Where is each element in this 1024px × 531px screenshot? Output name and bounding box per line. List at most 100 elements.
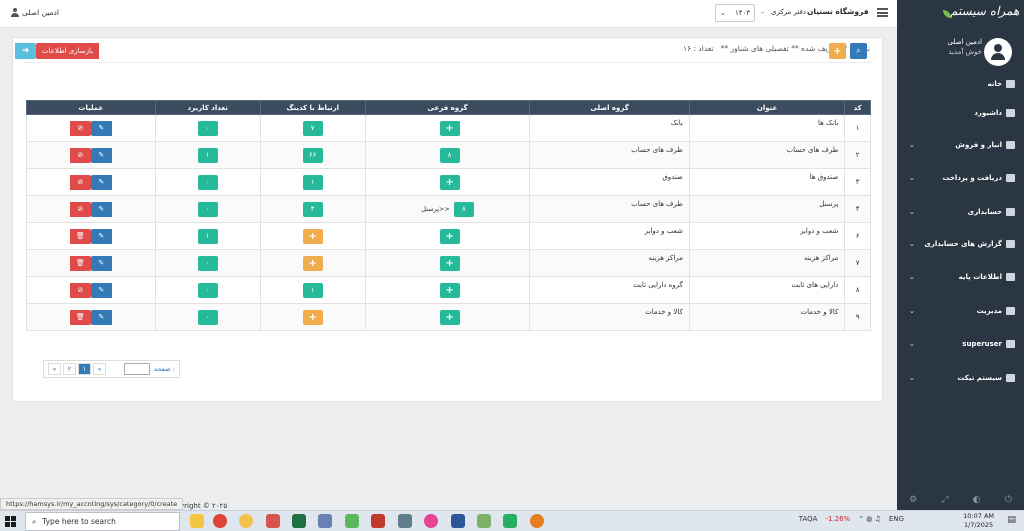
- delete-button[interactable]: ⊘: [69, 120, 91, 136]
- sidebar-item-5[interactable]: ⌄ گزارش های حسابداری: [897, 232, 1024, 256]
- edit-button[interactable]: ✎: [90, 120, 112, 136]
- page-prev[interactable]: «: [48, 363, 61, 375]
- delete-button[interactable]: ⊘: [69, 201, 91, 217]
- word-icon[interactable]: [451, 514, 465, 528]
- lock-icon[interactable]: ◐: [972, 495, 981, 505]
- avatar[interactable]: [984, 38, 1012, 66]
- sub-group-button[interactable]: +: [439, 228, 460, 244]
- photos-icon[interactable]: [424, 514, 438, 528]
- user-menu[interactable]: ادمین اصلی: [10, 8, 59, 17]
- edit-button[interactable]: ✎: [90, 228, 112, 244]
- excel-icon[interactable]: [292, 514, 306, 528]
- notepad-icon[interactable]: [345, 514, 359, 528]
- delete-button[interactable]: ⊘: [69, 174, 91, 190]
- pdf-icon[interactable]: [371, 514, 385, 528]
- column-header-main-group[interactable]: گروه اصلی: [529, 100, 690, 115]
- edit-button[interactable]: ✎: [90, 201, 112, 217]
- page-number-input[interactable]: [124, 363, 150, 375]
- camtasia-icon[interactable]: [503, 514, 517, 528]
- windows-start-icon[interactable]: [5, 516, 16, 527]
- add-button[interactable]: +: [829, 43, 846, 59]
- coding-link-button[interactable]: ۷: [302, 120, 323, 136]
- tray-icons[interactable]: ⌃ ◍ ♫: [858, 515, 881, 523]
- usage-count-badge[interactable]: ۱: [197, 147, 218, 163]
- page-1[interactable]: ۱: [78, 363, 91, 375]
- coding-link-button[interactable]: ۱: [302, 282, 323, 298]
- usage-count-badge[interactable]: ۰: [197, 255, 218, 271]
- app-icon[interactable]: [239, 514, 253, 528]
- coding-link-button[interactable]: +: [302, 309, 323, 325]
- power-icon[interactable]: ⏻: [1004, 495, 1012, 505]
- delete-button[interactable]: ⊘: [69, 147, 91, 163]
- title: مراکز هزینه: [803, 254, 839, 262]
- sub-group-button[interactable]: ۸: [453, 201, 474, 217]
- sidebar-item-7[interactable]: ⌄ مدیریت: [897, 299, 1024, 323]
- usage-count-badge[interactable]: ۰: [197, 201, 218, 217]
- page-2[interactable]: ۲: [63, 363, 76, 375]
- settings-icon[interactable]: ⚙: [909, 495, 918, 505]
- branch-name[interactable]: دفتر مرکزی: [771, 8, 806, 16]
- sidebar-item-6[interactable]: ⌄ اطلاعات پایه: [897, 265, 1024, 289]
- page-next[interactable]: »: [93, 363, 106, 375]
- edit-button[interactable]: ✎: [90, 282, 112, 298]
- app-logo[interactable]: همراه سیستم: [943, 4, 1019, 18]
- tool-icon[interactable]: [477, 514, 491, 528]
- sidebar-item-2[interactable]: ⌄ انبار و فروش: [897, 133, 1024, 157]
- back-button[interactable]: ➜: [15, 43, 36, 59]
- edit-button[interactable]: ✎: [90, 255, 112, 271]
- language-indicator[interactable]: ENG: [888, 515, 904, 523]
- sidebar-item-4[interactable]: ⌄ حسابداری: [897, 200, 1024, 224]
- menu-toggle-icon[interactable]: [877, 8, 888, 17]
- coding-link-button[interactable]: ۱: [302, 174, 323, 190]
- coding-link-button[interactable]: +: [302, 228, 323, 244]
- sub-group-button[interactable]: +: [439, 120, 460, 136]
- sub-group-button[interactable]: ۸: [439, 147, 460, 163]
- edit-button[interactable]: ✎: [90, 309, 112, 325]
- sidebar-item-1[interactable]: داشبورد: [897, 101, 1024, 125]
- fullscreen-icon[interactable]: ⤢: [941, 495, 949, 505]
- paint-icon[interactable]: [530, 514, 544, 528]
- taskbar-search-box[interactable]: ⌕ Type here to search: [25, 512, 180, 531]
- usage-count-badge[interactable]: ۰: [197, 282, 218, 298]
- year-select[interactable]: ⌄ ۱۴۰۳: [715, 4, 755, 22]
- file-explorer-icon[interactable]: [190, 514, 204, 528]
- edit-button[interactable]: ✎: [90, 147, 112, 163]
- sidebar-item-8[interactable]: ⌄ superuser: [897, 332, 1024, 356]
- calculator-icon[interactable]: [398, 514, 412, 528]
- coding-link-button[interactable]: ۶۶: [302, 147, 323, 163]
- clock[interactable]: 10:07 AM 1/7/2025: [963, 512, 994, 530]
- column-header-code[interactable]: کد: [844, 100, 871, 115]
- search-button[interactable]: ⌕: [850, 43, 867, 59]
- stock-ticker[interactable]: TAQA: [798, 515, 818, 523]
- usage-count-badge[interactable]: ۰: [197, 309, 218, 325]
- notification-icon[interactable]: ▤: [1007, 515, 1016, 525]
- media-icon[interactable]: [266, 514, 280, 528]
- usage-count-badge[interactable]: ۰: [197, 120, 218, 136]
- sub-group-button[interactable]: +: [439, 282, 460, 298]
- column-header-coding-link[interactable]: ارتباط با کدینگ: [259, 100, 366, 115]
- edit-button[interactable]: ✎: [90, 174, 112, 190]
- sidebar-item-3[interactable]: ⌄ دریافت و پرداخت: [897, 166, 1024, 190]
- network-icon[interactable]: [318, 514, 332, 528]
- coding-link-button[interactable]: ۴: [302, 201, 323, 217]
- column-header-sub-group[interactable]: گروه فرعی: [364, 100, 531, 115]
- usage-count-badge[interactable]: ۱: [197, 228, 218, 244]
- delete-button[interactable]: ⊘: [69, 282, 91, 298]
- search-icon: ⌕: [856, 46, 861, 55]
- sidebar-item-0[interactable]: خانه: [897, 72, 1024, 96]
- column-header-title[interactable]: عنوان: [688, 100, 846, 115]
- delete-button[interactable]: 🗑: [69, 228, 91, 244]
- refresh-data-button[interactable]: بازسازی اطلاعات: [36, 43, 100, 59]
- sub-group-button[interactable]: +: [439, 255, 460, 271]
- sub-group-button[interactable]: +: [439, 309, 460, 325]
- delete-button[interactable]: 🗑: [69, 255, 91, 271]
- coding-link-button[interactable]: +: [302, 255, 323, 271]
- shop-name[interactable]: فروشگاه تستیان: [807, 7, 869, 16]
- credit-card-icon: [1006, 174, 1015, 182]
- usage-count-badge[interactable]: ۰: [197, 174, 218, 190]
- sub-group-button[interactable]: +: [439, 174, 460, 190]
- chrome-icon[interactable]: [213, 514, 227, 528]
- delete-button[interactable]: 🗑: [69, 309, 91, 325]
- sidebar-item-9[interactable]: ⌄ سیستم تیکت: [897, 366, 1024, 390]
- column-header-usage-count[interactable]: تعداد کاربرد: [154, 100, 261, 115]
